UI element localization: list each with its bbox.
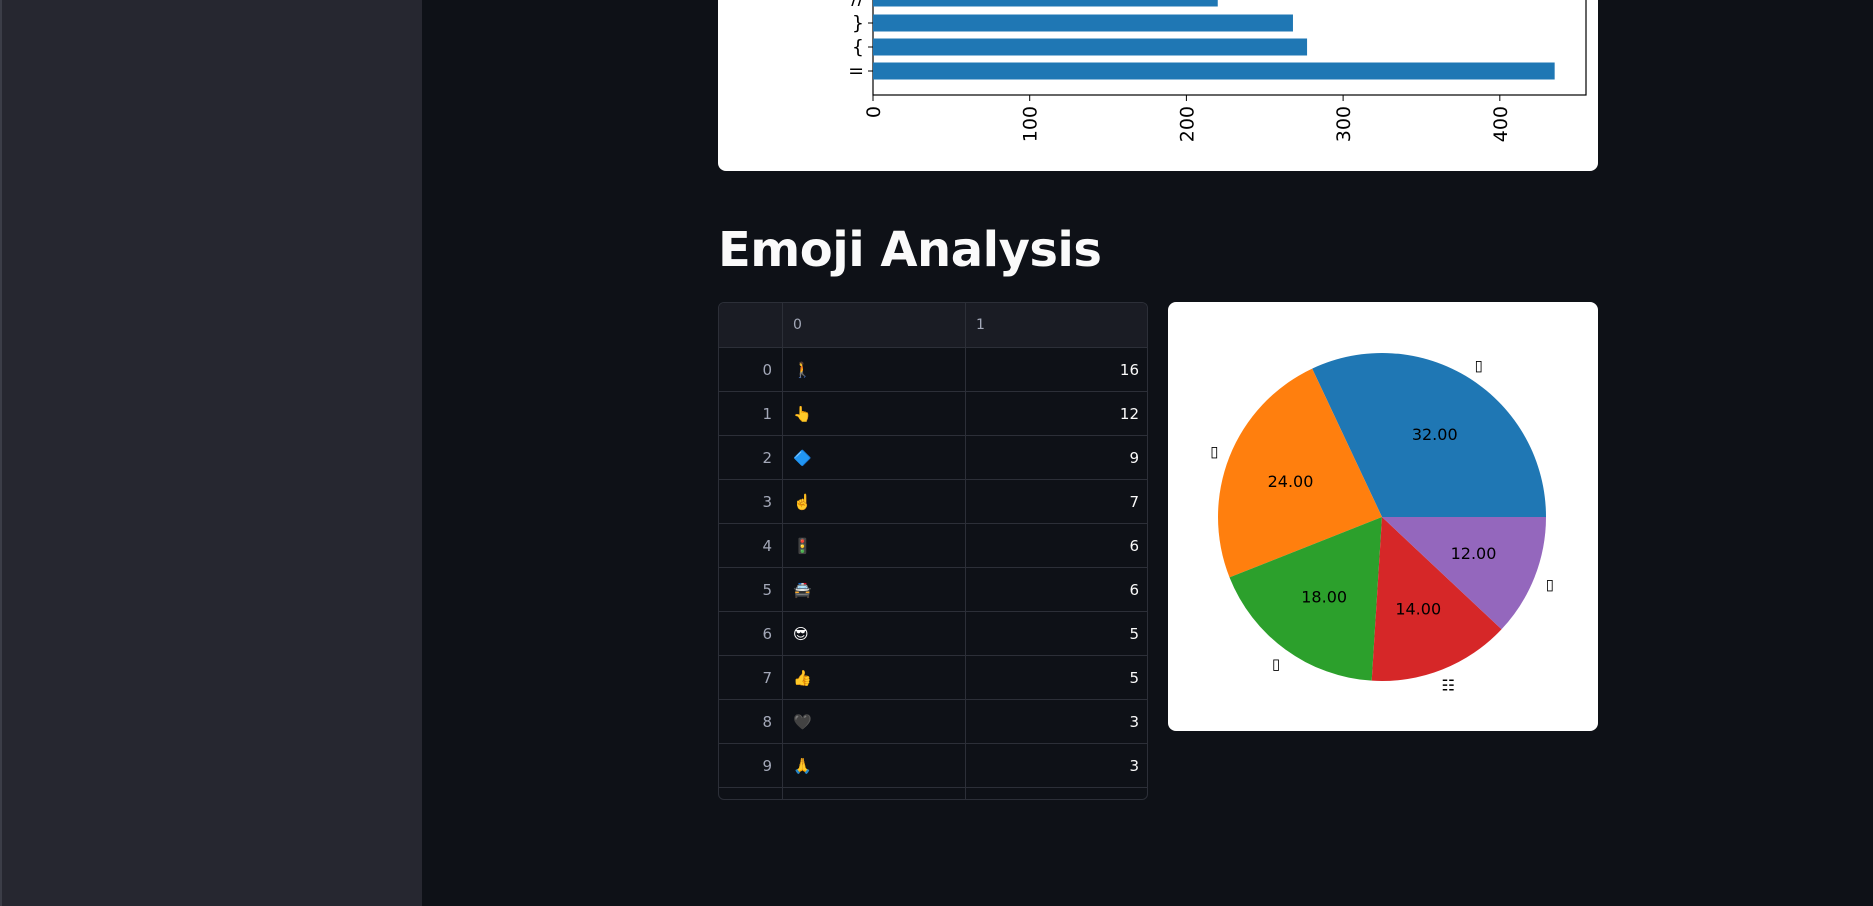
x-tick-label: 300 <box>1333 106 1355 142</box>
count-cell[interactable]: 3 <box>966 744 1147 788</box>
pie-slice-label: ▯ <box>1475 357 1483 375</box>
emoji-table[interactable]: 0 1 0 🚶 16 1 👆 12 2 🔷 9 3 ☝️ 7 4 🚦 6 5 🚔 6 6 😎 5 7 👍 5 8 🖤 3 9 🙏 3 <box>718 302 1148 800</box>
bar-chart-svg: ={} // 0 100 200 300 400 <box>848 0 1587 142</box>
emoji-cell[interactable]: 🚦 <box>783 524 966 568</box>
table-row[interactable]: 0 🚶 16 <box>719 348 1147 392</box>
pie-value-label: 18.00 <box>1301 588 1347 607</box>
table-row[interactable]: 8 🖤 3 <box>719 700 1147 744</box>
y-tick-label: { <box>852 36 864 58</box>
emoji-cell[interactable]: 🖤 <box>783 700 966 744</box>
emoji-cell[interactable]: 👆 <box>783 392 966 436</box>
table-row[interactable]: 2 🔷 9 <box>719 436 1147 480</box>
pie-slice <box>1218 368 1382 578</box>
x-tick-label: 400 <box>1490 106 1512 142</box>
emoji-cell[interactable]: 🚶 <box>783 348 966 392</box>
table-row[interactable]: 1 👆 12 <box>719 392 1147 436</box>
count-cell[interactable]: 5 <box>966 656 1147 700</box>
x-tick-label: 200 <box>1176 106 1198 142</box>
pie-slice <box>1371 517 1502 681</box>
y-tick-label: } <box>852 12 864 34</box>
pie-slice-label: ▯ <box>1546 575 1554 593</box>
row-index: 1 <box>719 392 783 436</box>
count-cell[interactable]: 16 <box>966 348 1147 392</box>
row-index: 8 <box>719 700 783 744</box>
y-tick-label: // <box>851 0 864 9</box>
row-index: 0 <box>719 348 783 392</box>
row-index: 2 <box>719 436 783 480</box>
table-header-col-1[interactable]: 1 <box>966 303 1147 348</box>
count-cell[interactable]: 6 <box>966 568 1147 612</box>
bar <box>873 0 1218 7</box>
emoji-cell[interactable]: 🙏 <box>783 744 966 788</box>
bar <box>873 14 1293 32</box>
row-index <box>719 788 783 799</box>
row-index: 3 <box>719 480 783 524</box>
pie-value-label: 14.00 <box>1395 599 1441 618</box>
bar-chart: ={} // 0 100 200 300 400 <box>718 0 1598 171</box>
table-header-row: 0 1 <box>719 303 1147 348</box>
sidebar <box>0 0 422 906</box>
table-row[interactable]: 5 🚔 6 <box>719 568 1147 612</box>
pie-slice <box>1229 517 1382 681</box>
pie-chart: 32.00 ▯ 24.00 ▯ 18.00 ▯ 14.00 ☷ 12.00 ▯ <box>1168 302 1598 731</box>
table-row[interactable]: 7 👍 5 <box>719 656 1147 700</box>
row-index: 9 <box>719 744 783 788</box>
pie-slice <box>1382 517 1546 630</box>
x-tick-label: 100 <box>1020 106 1042 142</box>
pie-slice <box>1312 353 1546 517</box>
pie-slice-label: ▯ <box>1272 655 1280 673</box>
table-row[interactable]: 3 ☝️ 7 <box>719 480 1147 524</box>
row-index: 5 <box>719 568 783 612</box>
y-tick-label: = <box>848 60 864 82</box>
pie-value-label: 12.00 <box>1451 544 1497 563</box>
row-index: 7 <box>719 656 783 700</box>
emoji-cell <box>783 788 966 799</box>
table-row[interactable]: 4 🚦 6 <box>719 524 1147 568</box>
bar <box>873 38 1308 56</box>
row-index: 4 <box>719 524 783 568</box>
emoji-cell[interactable]: 🔷 <box>783 436 966 480</box>
pie-value-label: 32.00 <box>1412 425 1458 444</box>
table-row-partial <box>719 788 1147 799</box>
count-cell[interactable]: 5 <box>966 612 1147 656</box>
table-header-index[interactable] <box>719 303 783 348</box>
emoji-cell[interactable]: 😎 <box>783 612 966 656</box>
table-row[interactable]: 6 😎 5 <box>719 612 1147 656</box>
table-header-col-0[interactable]: 0 <box>783 303 966 348</box>
pie-slice-label: ▯ <box>1210 443 1218 461</box>
emoji-cell[interactable]: 👍 <box>783 656 966 700</box>
pie-value-label: 24.00 <box>1268 472 1314 491</box>
emoji-cell[interactable]: 🚔 <box>783 568 966 612</box>
pie-chart-svg: 32.00 ▯ 24.00 ▯ 18.00 ▯ 14.00 ☷ 12.00 ▯ <box>1210 353 1554 695</box>
pie-slice-label: ☷ <box>1442 677 1455 695</box>
count-cell <box>966 788 1147 799</box>
row-index: 6 <box>719 612 783 656</box>
count-cell[interactable]: 12 <box>966 392 1147 436</box>
emoji-cell[interactable]: ☝️ <box>783 480 966 524</box>
count-cell[interactable]: 6 <box>966 524 1147 568</box>
x-tick-label: 0 <box>863 106 885 118</box>
table-row[interactable]: 9 🙏 3 <box>719 744 1147 788</box>
section-heading: Emoji Analysis <box>718 222 1102 278</box>
count-cell[interactable]: 3 <box>966 700 1147 744</box>
count-cell[interactable]: 7 <box>966 480 1147 524</box>
bar <box>873 62 1555 80</box>
count-cell[interactable]: 9 <box>966 436 1147 480</box>
